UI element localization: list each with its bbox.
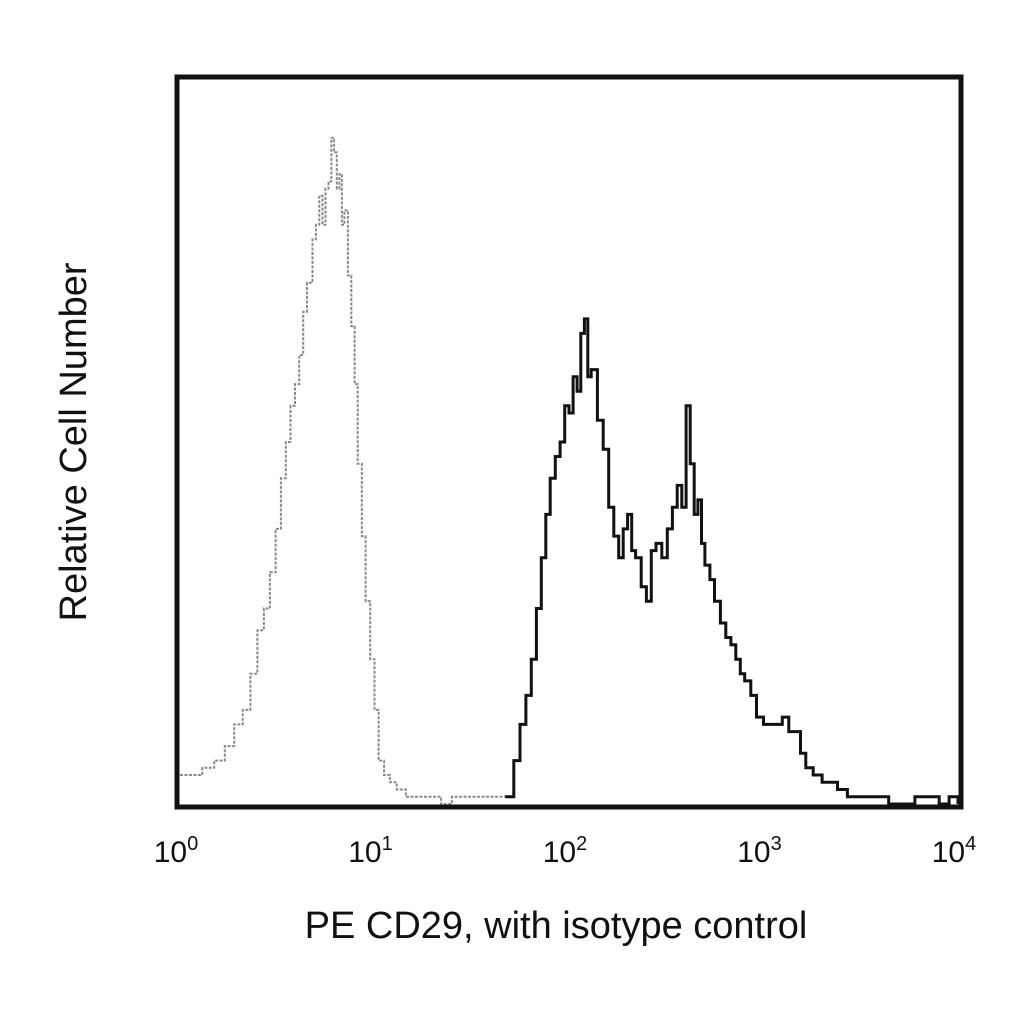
- plot-frame: [174, 74, 964, 810]
- y-axis-title: Relative Cell Number: [53, 262, 95, 621]
- isotype-control-series-line: [180, 136, 506, 805]
- series-layer: [180, 136, 960, 806]
- x-tick-label: 101: [348, 833, 393, 869]
- x-tick-label: 103: [737, 833, 782, 869]
- x-tick-label: 104: [932, 833, 977, 869]
- x-tick-label: 100: [154, 833, 199, 869]
- pe-cd29-series-line: [505, 317, 960, 806]
- x-tick-labels: 100 101 102 103 104: [154, 833, 977, 869]
- x-axis-title: PE CD29, with isotype control: [305, 905, 808, 947]
- x-tick-label: 102: [543, 833, 588, 869]
